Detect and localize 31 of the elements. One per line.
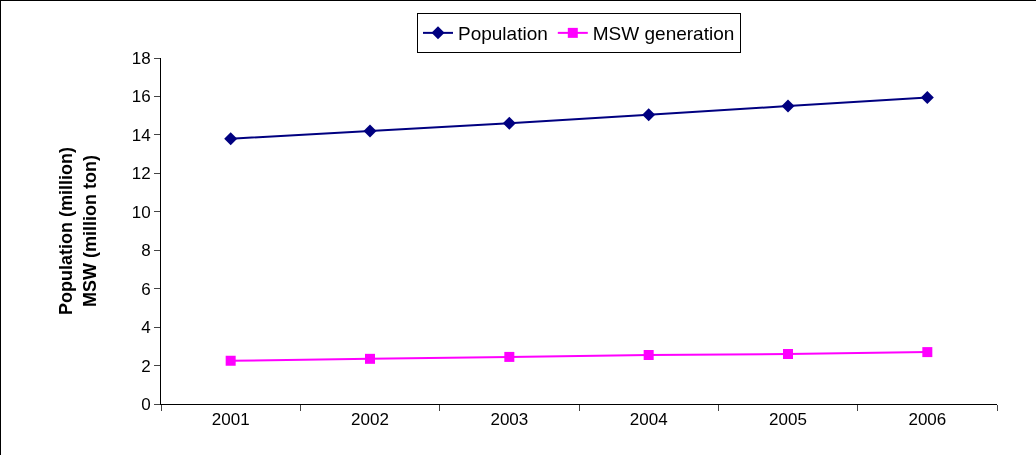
y-tick-label: 10 — [131, 202, 151, 222]
y-tick-label: 8 — [141, 241, 151, 261]
point — [502, 116, 516, 130]
x-tick-label: 2002 — [351, 410, 389, 430]
y-tick-label: 16 — [131, 87, 151, 107]
point — [922, 347, 933, 358]
y-tick-label: 6 — [141, 279, 151, 299]
x-tick-label: 2006 — [908, 410, 947, 430]
y-tick-label: 12 — [131, 164, 151, 184]
point — [363, 124, 377, 138]
point — [504, 351, 515, 362]
x-tick-label: 2005 — [769, 410, 807, 430]
point — [783, 349, 793, 360]
y-axis-title: Population (million) MSW (million ton) — [56, 147, 100, 315]
point — [224, 132, 238, 146]
x-tick-label: 2001 — [211, 410, 250, 430]
x-tick-label: 2004 — [629, 410, 668, 430]
point — [920, 90, 934, 104]
point — [781, 99, 795, 113]
point — [643, 349, 654, 360]
point — [365, 353, 375, 364]
legend-label: MSW generation — [592, 23, 735, 45]
y-tick-label: 18 — [131, 48, 151, 68]
x-tick-label: 2003 — [490, 410, 529, 430]
y-tick-label: 0 — [141, 394, 151, 414]
legend-label: Population — [458, 23, 548, 45]
point — [225, 355, 236, 366]
y-tick-label: 2 — [141, 356, 151, 376]
y-tick-label: 4 — [141, 318, 151, 338]
point — [642, 108, 656, 122]
y-tick-label: 14 — [131, 125, 151, 145]
